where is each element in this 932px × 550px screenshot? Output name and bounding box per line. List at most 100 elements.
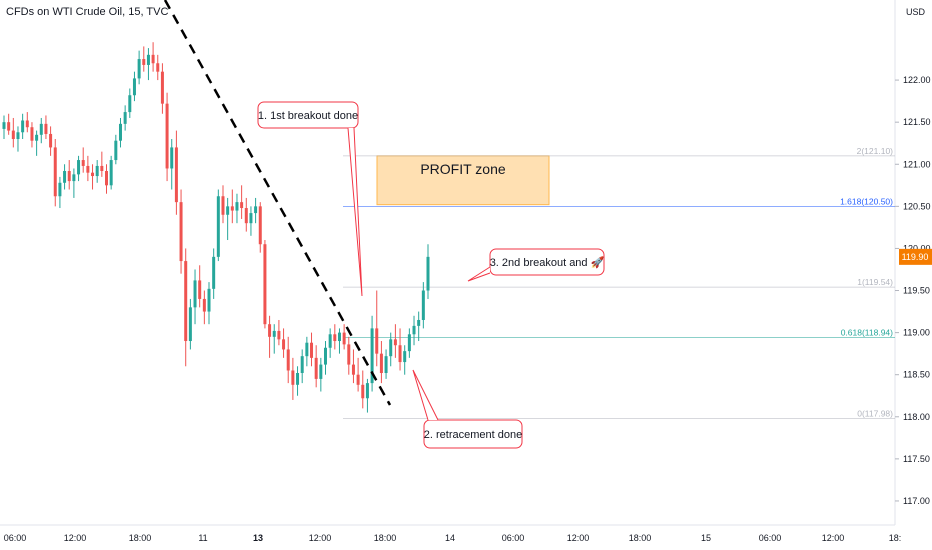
candle-body bbox=[105, 170, 109, 186]
candle-body bbox=[30, 127, 34, 141]
candle-body bbox=[286, 349, 290, 371]
candle-body bbox=[77, 160, 81, 175]
candle-body bbox=[142, 59, 146, 65]
candle-body bbox=[63, 170, 67, 183]
y-tick-label: 117.50 bbox=[903, 454, 930, 464]
x-tick-label: 18: bbox=[889, 533, 902, 543]
candle-body bbox=[128, 95, 132, 113]
candle-body bbox=[2, 122, 6, 129]
candle-body bbox=[328, 334, 332, 348]
candle-body bbox=[11, 130, 15, 140]
candle-body bbox=[277, 330, 281, 340]
candle-body bbox=[356, 374, 360, 385]
candle-body bbox=[365, 383, 369, 399]
y-tick-label: 118.50 bbox=[903, 370, 930, 380]
candle-body bbox=[109, 160, 113, 186]
candle-body bbox=[337, 332, 341, 342]
annotation-pointer-1 bbox=[347, 127, 363, 297]
candle-body bbox=[100, 165, 104, 171]
candle-body bbox=[7, 122, 11, 131]
y-tick-label: 118.00 bbox=[903, 412, 930, 422]
x-tick-label: 12:00 bbox=[567, 533, 590, 543]
candle-body bbox=[342, 332, 346, 345]
candle-body bbox=[235, 202, 239, 211]
annotation-pointer-3 bbox=[467, 266, 491, 282]
candle-body bbox=[212, 256, 216, 289]
x-tick-label: 12:00 bbox=[309, 533, 332, 543]
fib-level-label: 0(117.98) bbox=[857, 408, 893, 418]
candle-body bbox=[21, 120, 25, 133]
candle-body bbox=[118, 123, 122, 141]
candle-body bbox=[67, 170, 71, 182]
candle-body bbox=[151, 54, 155, 64]
profit-zone-label: PROFIT zone bbox=[420, 161, 506, 177]
candle-body bbox=[95, 165, 99, 177]
candle-body bbox=[49, 133, 53, 148]
candle-body bbox=[384, 356, 388, 374]
candle-body bbox=[221, 196, 225, 215]
candle-body bbox=[137, 59, 141, 79]
trendline bbox=[163, 0, 392, 406]
candle-body bbox=[188, 307, 192, 342]
fib-level-label: 1.618(120.50) bbox=[840, 196, 893, 206]
annotation-box-3 bbox=[489, 248, 605, 276]
candle-body bbox=[160, 71, 164, 104]
y-tick-label: 120.00 bbox=[903, 243, 931, 253]
candle-body bbox=[379, 353, 383, 374]
fib-level-label: 1(119.54) bbox=[857, 277, 893, 287]
x-tick-label: 11 bbox=[198, 533, 207, 543]
currency-label: USD bbox=[906, 7, 926, 17]
candle-body bbox=[53, 147, 57, 197]
candle-body bbox=[370, 328, 374, 384]
candle-body bbox=[25, 120, 29, 128]
candle-body bbox=[193, 280, 197, 308]
y-tick-label: 121.00 bbox=[903, 159, 931, 169]
candle-body bbox=[207, 288, 211, 312]
candle-body bbox=[202, 298, 206, 312]
candle-body bbox=[16, 132, 20, 140]
candle-body bbox=[300, 356, 304, 374]
y-tick-label: 119.00 bbox=[903, 328, 930, 338]
candle-body bbox=[398, 345, 402, 363]
candle-body bbox=[39, 123, 43, 135]
candle-body bbox=[375, 328, 379, 354]
candle-body bbox=[91, 172, 95, 177]
annotation-pointer-2 bbox=[412, 369, 439, 421]
x-tick-label: 12:00 bbox=[64, 533, 87, 543]
candle-body bbox=[407, 334, 411, 352]
candle-body bbox=[146, 54, 150, 65]
y-tick-label: 122.00 bbox=[903, 75, 931, 85]
candle-body bbox=[263, 244, 267, 325]
annotation-box-2 bbox=[423, 419, 523, 449]
candle-body bbox=[393, 339, 397, 346]
candle-body bbox=[198, 280, 202, 299]
x-tick-label: 18:00 bbox=[629, 533, 652, 543]
x-tick-label: 12:00 bbox=[822, 533, 845, 543]
x-tick-label: 13 bbox=[253, 533, 263, 543]
annotation-box-1 bbox=[257, 101, 359, 129]
candle-body bbox=[310, 342, 314, 358]
candle-body bbox=[426, 256, 430, 291]
candle-body bbox=[58, 182, 62, 197]
candle-body bbox=[216, 196, 220, 257]
x-tick-label: 15 bbox=[701, 533, 711, 543]
candle-body bbox=[282, 339, 286, 350]
candle-body bbox=[123, 112, 127, 124]
y-tick-label: 120.50 bbox=[903, 201, 931, 211]
x-tick-label: 06:00 bbox=[4, 533, 27, 543]
profit-zone bbox=[376, 155, 550, 206]
y-tick-label: 117.00 bbox=[903, 496, 930, 506]
candle-body bbox=[417, 319, 421, 326]
x-tick-label: 06:00 bbox=[502, 533, 525, 543]
candle-body bbox=[170, 147, 174, 169]
candle-body bbox=[296, 373, 300, 385]
candle-body bbox=[323, 347, 327, 365]
candle-body bbox=[44, 123, 48, 134]
annotation-text-3: 3. 2nd breakout and 🚀 bbox=[490, 256, 605, 269]
candle-body bbox=[114, 140, 118, 161]
candle-body bbox=[268, 324, 272, 337]
candle-body bbox=[226, 206, 230, 215]
annotation-text-1: 1. 1st breakout done bbox=[258, 110, 358, 122]
y-tick-label: 119.50 bbox=[903, 286, 930, 296]
